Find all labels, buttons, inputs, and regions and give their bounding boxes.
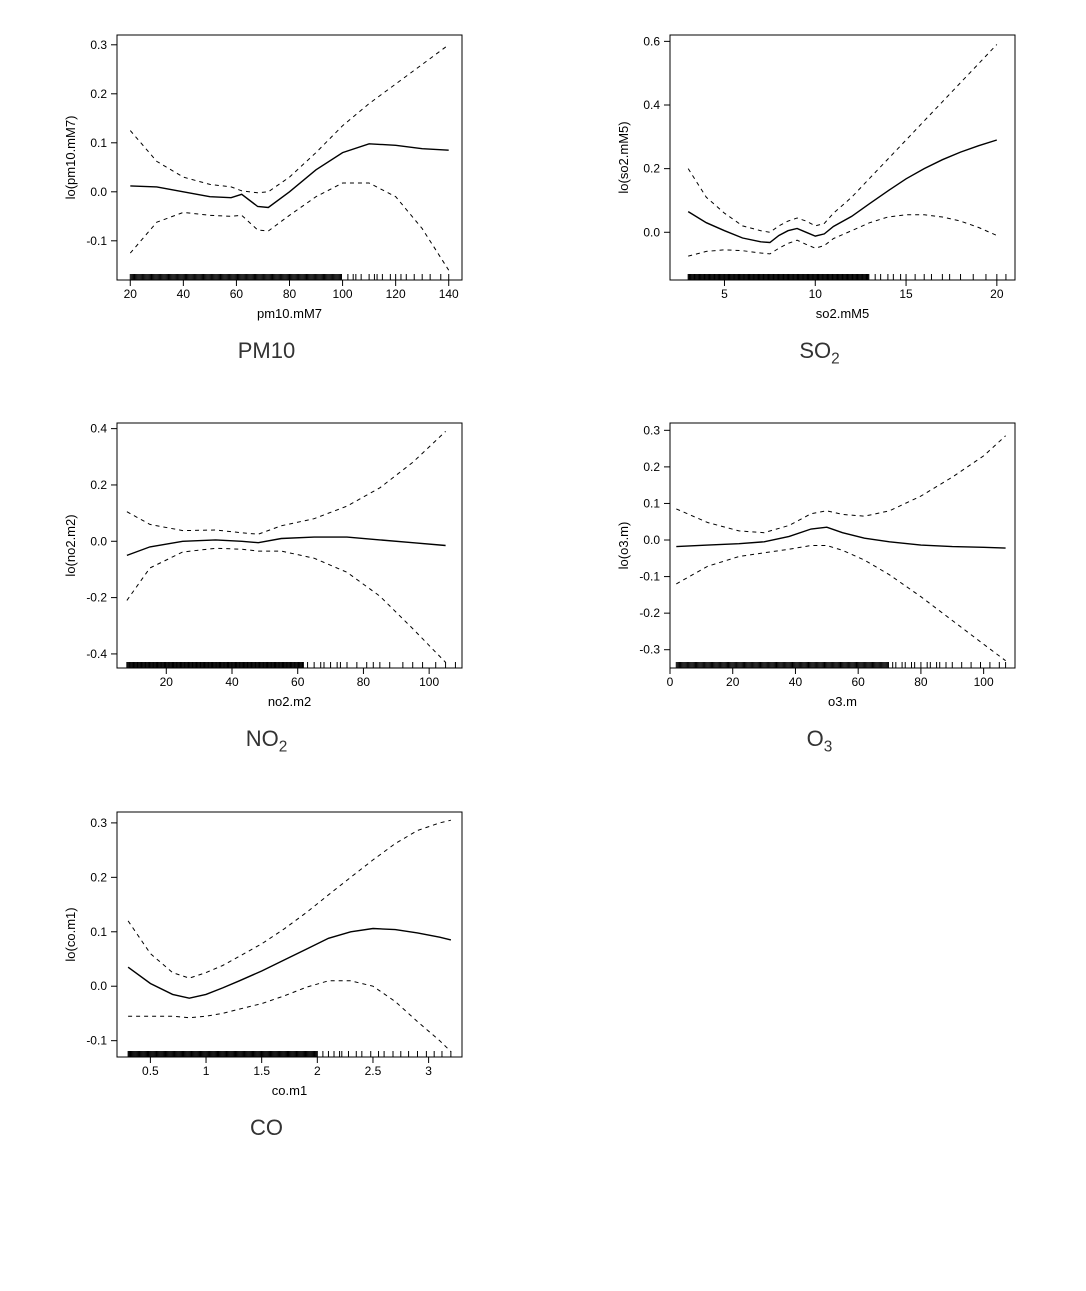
ci-lower: [128, 981, 451, 1052]
ylabel: lo(no2.m2): [63, 515, 78, 577]
svg-text:0.0: 0.0: [643, 533, 660, 547]
panel-pm10: 20 40 60 80 100 120 140 -0.1 0.0 0.1 0.2 0.3 pm10.mM…: [20, 20, 513, 368]
svg-text:0.0: 0.0: [90, 185, 107, 199]
chart-o3: 0 20 40 60 80 100 -0.3 -0.2 -0.1 0.0 0.1 0.2 0.3 o3.m…: [610, 408, 1030, 718]
svg-text:10: 10: [808, 287, 822, 301]
svg-text:0.3: 0.3: [90, 816, 107, 830]
xlabel: co.m1: [271, 1083, 306, 1098]
ylabel: lo(co.m1): [63, 907, 78, 961]
caption-so2: SO2: [799, 338, 839, 368]
svg-text:100: 100: [419, 675, 439, 689]
ci-lower: [130, 183, 448, 270]
mean-curve: [676, 528, 1005, 549]
svg-text:0.4: 0.4: [90, 422, 107, 436]
xlabel: so2.mM5: [815, 306, 868, 321]
svg-text:0.0: 0.0: [90, 535, 107, 549]
chart-no2: 20 40 60 80 100 -0.4 -0.2 0.0 0.2 0.4 no2.m2 lo(no2…: [57, 408, 477, 718]
svg-text:0.1: 0.1: [643, 497, 660, 511]
caption-no2: NO2: [246, 726, 288, 756]
ci-upper: [676, 436, 1005, 533]
chart-co: 0.5 1 1.5 2 2.5 3 -0.1 0.0 0.1 0.2 0.3 co.m1 lo(co.m…: [57, 797, 477, 1107]
svg-text:0.1: 0.1: [90, 136, 107, 150]
svg-text:0.2: 0.2: [90, 478, 107, 492]
svg-text:0.3: 0.3: [90, 38, 107, 52]
svg-text:0.3: 0.3: [643, 424, 660, 438]
svg-text:20: 20: [726, 675, 740, 689]
ylabel: lo(pm10.mM7): [63, 116, 78, 200]
panel-no2: 20 40 60 80 100 -0.4 -0.2 0.0 0.2 0.4 no2.m2 lo(no2…: [20, 408, 513, 756]
svg-text:40: 40: [176, 287, 190, 301]
svg-text:80: 80: [356, 675, 370, 689]
svg-text:100: 100: [973, 675, 993, 689]
svg-text:60: 60: [851, 675, 865, 689]
svg-text:0.0: 0.0: [90, 979, 107, 993]
xlabel: pm10.mM7: [256, 306, 321, 321]
svg-text:0.2: 0.2: [90, 87, 107, 101]
svg-text:-0.2: -0.2: [86, 591, 107, 605]
mean-curve: [130, 144, 448, 208]
svg-text:0.5: 0.5: [142, 1064, 159, 1078]
svg-text:20: 20: [990, 287, 1004, 301]
svg-text:1: 1: [202, 1064, 209, 1078]
svg-text:-0.2: -0.2: [639, 607, 660, 621]
caption-pm10: PM10: [238, 338, 295, 364]
svg-text:-0.4: -0.4: [86, 647, 107, 661]
svg-text:60: 60: [291, 675, 305, 689]
svg-text:120: 120: [385, 287, 405, 301]
svg-text:0: 0: [666, 675, 673, 689]
svg-text:80: 80: [914, 675, 928, 689]
xlabel: no2.m2: [267, 694, 310, 709]
ylabel: lo(o3.m): [616, 522, 631, 570]
svg-text:0.1: 0.1: [90, 925, 107, 939]
ci-lower: [676, 546, 1005, 661]
mean-curve: [688, 140, 997, 243]
panel-o3: 0 20 40 60 80 100 -0.3 -0.2 -0.1 0.0 0.1 0.2 0.3 o3.m…: [573, 408, 1066, 756]
mean-curve: [128, 928, 451, 998]
ci-lower: [126, 549, 445, 663]
svg-text:-0.1: -0.1: [86, 234, 107, 248]
caption-co: CO: [250, 1115, 283, 1141]
chart-pm10: 20 40 60 80 100 120 140 -0.1 0.0 0.1 0.2 0.3 pm10.mM…: [57, 20, 477, 330]
charts-grid: 20406080100120140-0.10.00.10.20.3pm10.mM…: [20, 20, 1066, 1141]
svg-text:0.2: 0.2: [90, 870, 107, 884]
svg-text:40: 40: [225, 675, 239, 689]
svg-text:140: 140: [438, 287, 458, 301]
ci-upper: [130, 45, 448, 193]
chart-so2: 5 10 15 20 0.0 0.2 0.4 0.6 so2.mM5 lo(so2.mM5): [610, 20, 1030, 330]
xlabel: o3.m: [828, 694, 857, 709]
svg-text:100: 100: [332, 287, 352, 301]
svg-text:20: 20: [123, 287, 137, 301]
panel-co: 0.5 1 1.5 2 2.5 3 -0.1 0.0 0.1 0.2 0.3 co.m1 lo(co.m…: [20, 797, 513, 1141]
svg-text:0.2: 0.2: [643, 162, 660, 176]
svg-text:15: 15: [899, 287, 913, 301]
ci-upper: [128, 820, 451, 978]
svg-text:-0.1: -0.1: [86, 1033, 107, 1047]
svg-text:2: 2: [313, 1064, 320, 1078]
svg-text:1.5: 1.5: [253, 1064, 270, 1078]
svg-text:3: 3: [425, 1064, 432, 1078]
svg-text:0.0: 0.0: [643, 225, 660, 239]
svg-text:40: 40: [788, 675, 802, 689]
svg-text:2.5: 2.5: [364, 1064, 381, 1078]
svg-text:5: 5: [721, 287, 728, 301]
svg-text:60: 60: [229, 287, 243, 301]
panel-so2: 5 10 15 20 0.0 0.2 0.4 0.6 so2.mM5 lo(so2.mM5) SO2: [573, 20, 1066, 368]
svg-text:0.4: 0.4: [643, 98, 660, 112]
svg-text:-0.1: -0.1: [639, 570, 660, 584]
ylabel: lo(so2.mM5): [616, 121, 631, 193]
ci-upper: [126, 432, 445, 535]
svg-text:0.2: 0.2: [643, 460, 660, 474]
svg-text:80: 80: [282, 287, 296, 301]
svg-text:20: 20: [159, 675, 173, 689]
caption-o3: O3: [807, 726, 833, 756]
svg-text:0.6: 0.6: [643, 34, 660, 48]
svg-text:-0.3: -0.3: [639, 643, 660, 657]
ci-upper: [688, 45, 997, 233]
mean-curve: [126, 537, 445, 555]
